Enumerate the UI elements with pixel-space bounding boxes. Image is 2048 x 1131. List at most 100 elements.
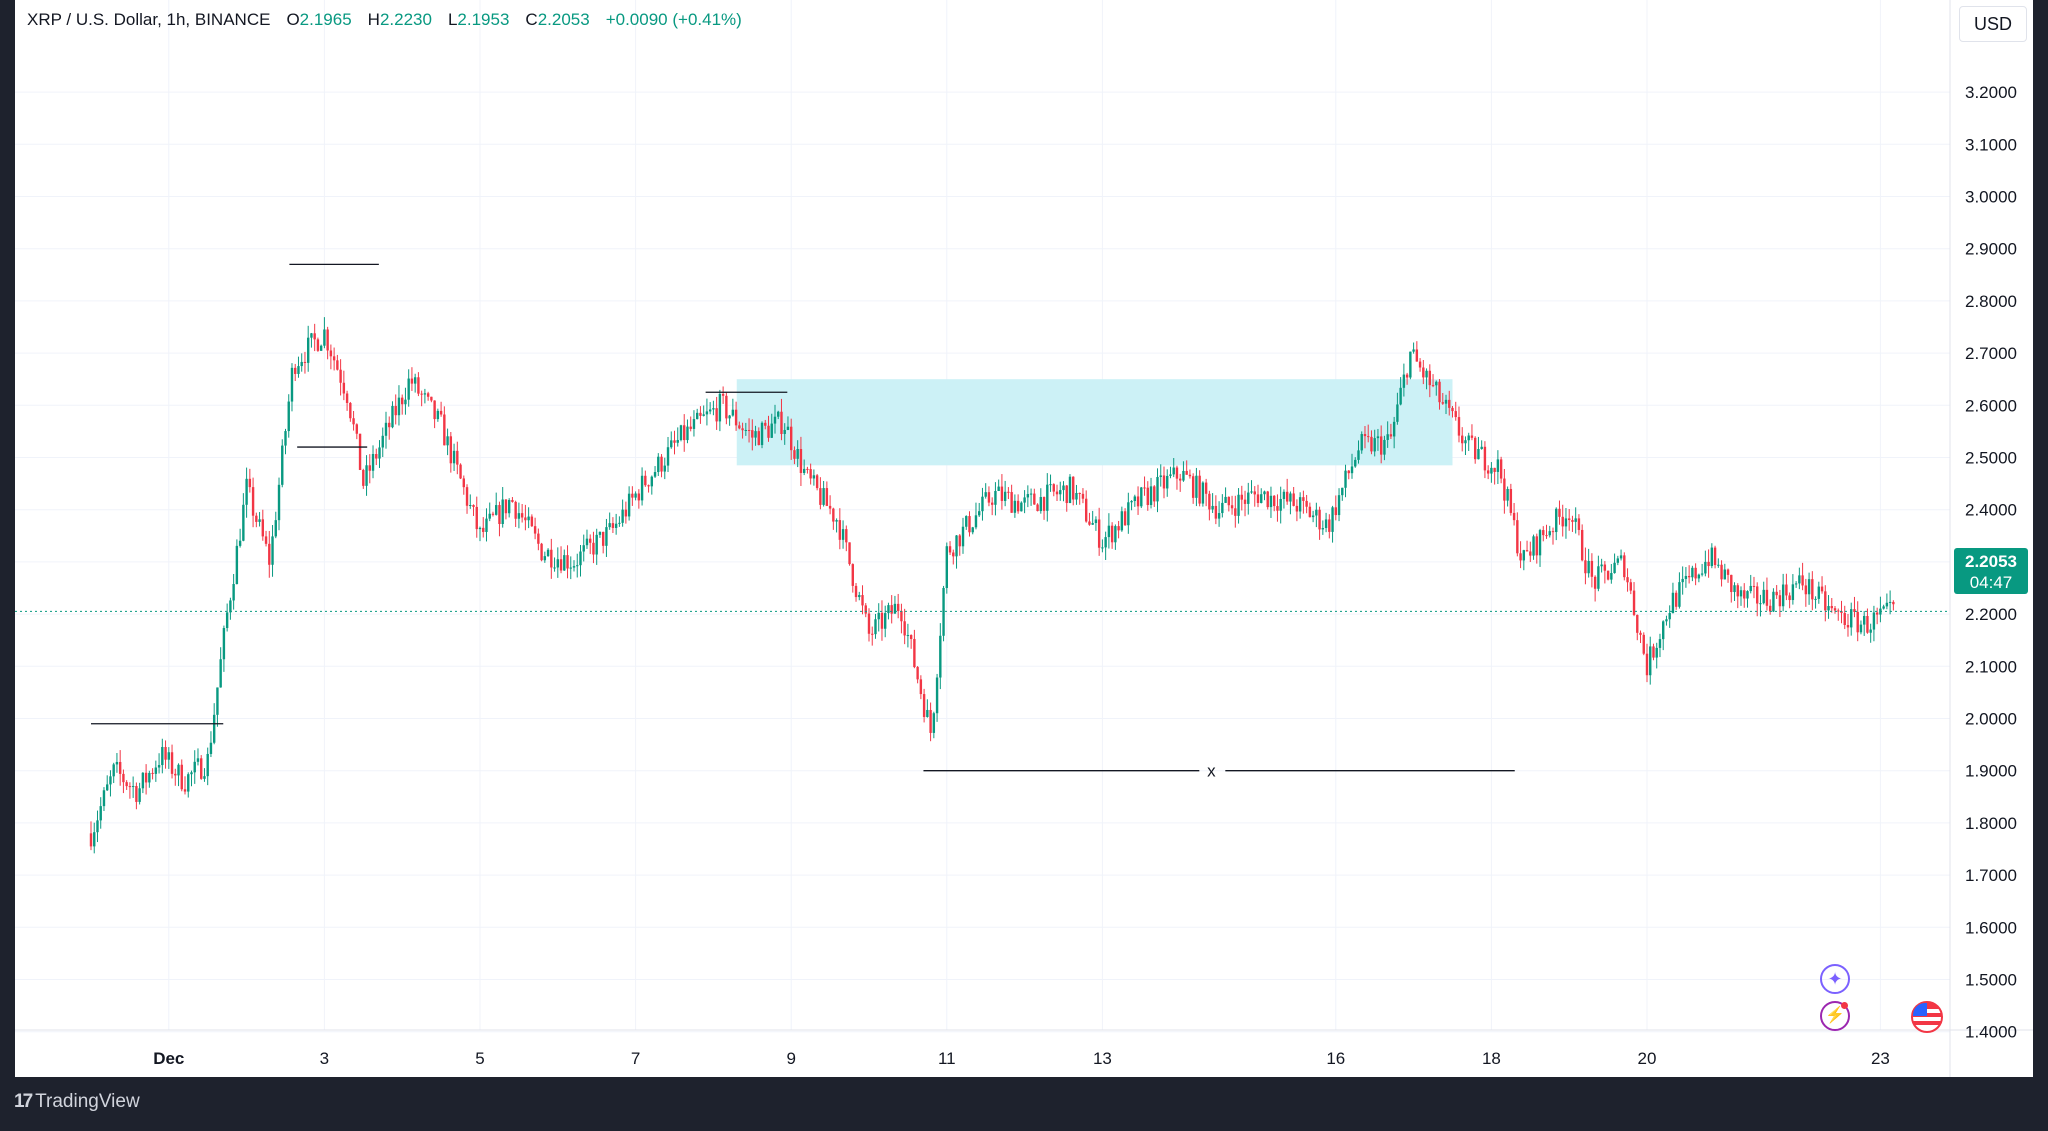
open-label: O [286, 10, 300, 29]
candle-up [1344, 470, 1347, 488]
candle-down [174, 773, 177, 776]
candle-down [433, 400, 436, 420]
candle-up [1435, 381, 1438, 386]
candle-down [809, 469, 812, 479]
candle-up [1003, 491, 1007, 501]
candle-up [391, 405, 394, 428]
candle-down [268, 543, 271, 565]
chart-area[interactable]: 3.2000 3.1000 3.0000 2.9000 2.8000 2.7000 2.60… [15, 0, 2033, 1077]
candle-up [1094, 519, 1098, 524]
candle-up [102, 790, 106, 807]
candle-up [614, 523, 618, 528]
candle-down [871, 633, 874, 635]
candle-down [1000, 486, 1004, 501]
x-tick-label: 23 [1871, 1049, 1890, 1068]
candle-down [854, 585, 858, 598]
candle-up [1480, 446, 1483, 450]
candle-down [430, 396, 433, 401]
candle-up [718, 393, 722, 422]
candle-up [1477, 449, 1480, 460]
candle-up [193, 761, 196, 773]
candle-up [1619, 555, 1623, 559]
candle-up [1574, 518, 1577, 522]
candle-up [1120, 511, 1124, 531]
candle-up [232, 584, 235, 601]
candle-down [1198, 475, 1201, 504]
candle-up [1101, 547, 1104, 549]
candle-down [1551, 531, 1555, 533]
candle-up [1668, 613, 1671, 620]
candle-down [838, 520, 842, 540]
candle-up [1762, 589, 1765, 604]
candle-down [388, 422, 391, 428]
candle-up [284, 431, 287, 446]
candle-up [1373, 438, 1376, 452]
candle-up [106, 784, 109, 791]
candle-up [702, 414, 705, 416]
candle-down [1529, 551, 1532, 556]
candle-up [1700, 573, 1704, 575]
candle-down [118, 761, 122, 774]
candle-down [832, 508, 835, 522]
change-value: +0.0090 (+0.41%) [605, 10, 742, 29]
candle-up [469, 505, 472, 507]
candle-down [1516, 520, 1519, 554]
candle-up [984, 492, 987, 497]
candle-down [255, 515, 258, 522]
candle-down [592, 542, 595, 555]
candle-up [1678, 582, 1681, 607]
candle-up [99, 806, 102, 821]
candle-up [994, 490, 997, 505]
tradingview-logo[interactable]: 17 TradingView [14, 1091, 140, 1113]
candle-down [968, 516, 971, 533]
candle-down [1052, 484, 1055, 492]
candle-up [796, 448, 799, 459]
candle-up [1814, 598, 1817, 600]
candle-down [1837, 610, 1840, 612]
candle-up [452, 450, 456, 464]
candle-up [1201, 482, 1205, 504]
candle-up [1781, 584, 1785, 607]
candle-up [695, 412, 699, 420]
candle-up [1237, 494, 1240, 516]
candle-up [1321, 528, 1325, 530]
candle-down [248, 478, 252, 488]
candle-down [1379, 436, 1383, 455]
lightning-icon[interactable]: ⚡ [1820, 1001, 1850, 1031]
candle-up [1490, 467, 1493, 474]
candle-up [576, 565, 579, 567]
candle-down [1036, 504, 1039, 512]
candlestick-chart[interactable]: 3.2000 3.1000 3.0000 2.9000 2.8000 2.7000 2.60… [15, 0, 2033, 1077]
sparkle-icon[interactable]: ✦ [1820, 964, 1850, 994]
candle-up [485, 518, 488, 532]
candle-down [683, 425, 686, 441]
candle-up [1029, 493, 1033, 495]
candle-up [777, 411, 780, 417]
candle-down [1743, 590, 1746, 599]
candle-up [1062, 485, 1065, 491]
candle-down [89, 833, 93, 847]
currency-button[interactable]: USD [1958, 6, 2027, 42]
candle-up [1046, 484, 1049, 511]
level-line-label: x [1207, 762, 1216, 781]
candle-up [618, 522, 621, 524]
candle-down [1632, 590, 1636, 615]
candle-up [981, 496, 984, 512]
candle-down [611, 523, 615, 528]
candle-up [1723, 569, 1726, 580]
symbol-title[interactable]: XRP / U.S. Dollar, 1h, BINANCE [27, 10, 271, 29]
candle-down [151, 772, 154, 774]
candle-up [1548, 531, 1551, 536]
candle-up [546, 549, 550, 557]
candle-up [413, 377, 417, 384]
candle-down [533, 526, 537, 534]
candle-down [913, 638, 916, 668]
low-value: 2.1953 [457, 10, 510, 29]
candle-up [553, 567, 556, 569]
candle-down [339, 369, 342, 383]
candle-down [566, 555, 569, 569]
candle-up [1691, 567, 1694, 578]
candle-down [1415, 349, 1419, 362]
candle-up [1091, 523, 1094, 525]
candle-down [1775, 591, 1778, 596]
